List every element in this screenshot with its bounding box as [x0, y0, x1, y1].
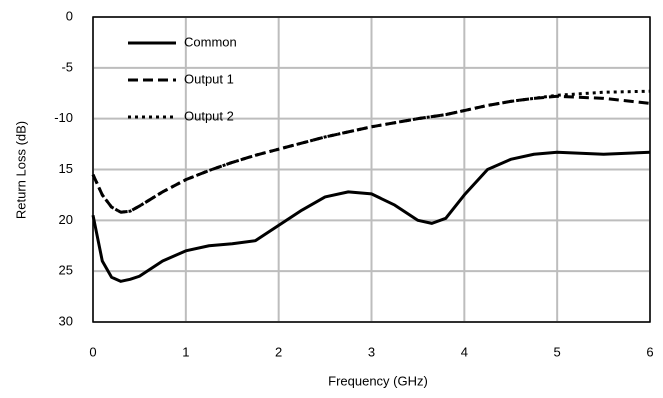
y-tick-label: 15 — [59, 161, 73, 176]
y-tick-label: -10 — [54, 110, 73, 125]
x-tick-label: 1 — [182, 344, 189, 359]
legend-label: Output 2 — [184, 108, 234, 123]
data-line — [91, 94, 651, 214]
x-tick-label: 0 — [89, 344, 96, 359]
x-tick-label: 3 — [368, 344, 375, 359]
x-axis-label: Frequency (GHz) — [328, 373, 428, 388]
y-tick-label: 0 — [66, 8, 73, 23]
x-tick-label: 2 — [275, 344, 282, 359]
y-tick-label: -5 — [61, 59, 73, 74]
x-tick-label: 6 — [646, 344, 653, 359]
data-line — [91, 89, 651, 214]
legend-label: Output 1 — [184, 71, 234, 86]
y-tick-label: 20 — [59, 212, 73, 227]
legend-label: Common — [184, 34, 237, 49]
y-tick-label: 30 — [59, 313, 73, 328]
y-axis-label: Return Loss (dB) — [13, 121, 28, 219]
plot-frame — [92, 16, 651, 323]
x-tick-label: 5 — [554, 344, 561, 359]
x-tick-label: 4 — [461, 344, 468, 359]
data-line — [91, 150, 651, 283]
y-tick-label: 25 — [59, 263, 73, 278]
